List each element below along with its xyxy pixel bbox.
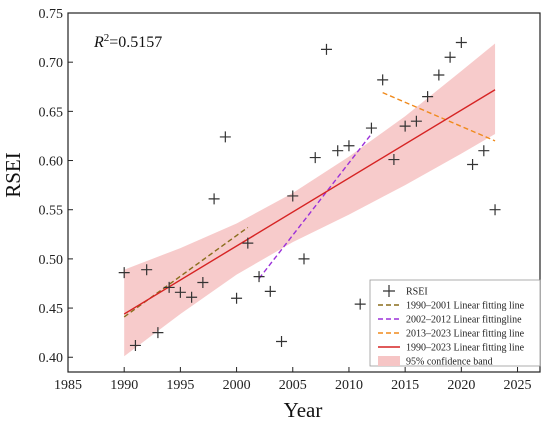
x-tick-label: 1995 — [166, 378, 194, 393]
r2-label: R — [93, 34, 104, 51]
fit-lines-layer — [123, 89, 496, 318]
data-point — [377, 74, 389, 86]
data-point — [276, 336, 288, 348]
data-point — [163, 281, 175, 293]
r2-value: =0.5157 — [109, 34, 162, 51]
y-tick-label: 0.40 — [39, 351, 64, 366]
legend-label: 95% confidence band — [406, 357, 493, 368]
legend-label: 2013–2023 Linear fitting line — [406, 329, 525, 340]
data-points-layer — [118, 37, 501, 351]
data-point — [320, 43, 332, 55]
x-tick-label: 2020 — [447, 378, 475, 393]
x-tick-label: 2015 — [391, 378, 419, 393]
data-point — [264, 285, 276, 297]
legend-marker-rsei — [383, 285, 395, 297]
data-point — [118, 267, 130, 279]
data-point — [422, 91, 434, 103]
data-point — [309, 152, 321, 164]
x-tick-label: 2010 — [335, 378, 363, 393]
data-point — [354, 298, 366, 310]
data-point — [444, 51, 456, 63]
data-point — [433, 69, 445, 81]
data-point — [467, 158, 479, 170]
y-tick-label: 0.70 — [39, 56, 64, 71]
fit-line-2 — [258, 133, 372, 279]
y-tick-label: 0.45 — [39, 302, 64, 317]
legend-label: 2002–2012 Linear fittingline — [406, 315, 522, 326]
y-tick-label: 0.65 — [39, 105, 64, 120]
x-tick-label: 1990 — [110, 378, 138, 393]
legend-label: RSEI — [406, 287, 428, 298]
x-tick-label: 1985 — [54, 378, 82, 393]
legend-label: 1990–2001 Linear fitting line — [406, 301, 525, 312]
y-tick-label: 0.75 — [39, 7, 64, 22]
x-axis-label: Year — [284, 398, 323, 422]
data-point — [410, 115, 422, 127]
y-tick-label: 0.60 — [39, 155, 64, 170]
data-point — [478, 145, 490, 157]
fit-line-4 — [123, 89, 496, 315]
data-point — [388, 154, 400, 166]
data-point — [197, 276, 209, 288]
data-point — [399, 120, 411, 132]
data-point — [332, 145, 344, 157]
confidence-band-layer — [124, 43, 496, 357]
data-point — [365, 122, 377, 134]
y-tick-label: 0.55 — [39, 204, 64, 219]
confidence-band — [124, 43, 496, 357]
data-point — [253, 271, 265, 283]
legend-label: 1990–2023 Linear fitting line — [406, 343, 525, 354]
legend: RSEI 1990–2001 Linear fitting line 2002–20… — [369, 279, 541, 368]
y-tick-label: 0.50 — [39, 253, 64, 268]
data-point — [455, 37, 467, 49]
legend-swatch-band — [378, 356, 400, 366]
data-point — [152, 327, 164, 339]
data-point — [343, 140, 355, 152]
axis-ticks-layer: 1985 1990 1995 2000 2005 2010 2015 2020 2025 0.40… — [39, 7, 532, 393]
data-point — [298, 253, 310, 265]
x-tick-label: 2000 — [223, 378, 251, 393]
r2-superscript: 2 — [104, 32, 110, 44]
plot-frame — [67, 12, 541, 373]
legend-box — [369, 279, 541, 367]
data-point — [208, 193, 220, 205]
fit-line-3 — [382, 92, 496, 142]
y-axis-label: RSEI — [1, 152, 25, 198]
data-point — [186, 291, 198, 303]
data-point — [231, 292, 243, 304]
r-squared-annotation: R2=0.5157 — [93, 32, 162, 51]
x-tick-label: 2025 — [504, 378, 532, 393]
data-point — [141, 264, 153, 276]
data-point — [489, 204, 501, 216]
data-point — [174, 286, 186, 298]
x-tick-label: 2005 — [279, 378, 307, 393]
data-point — [219, 131, 231, 143]
data-point — [287, 190, 299, 202]
data-point — [129, 339, 141, 351]
data-point — [242, 237, 254, 249]
